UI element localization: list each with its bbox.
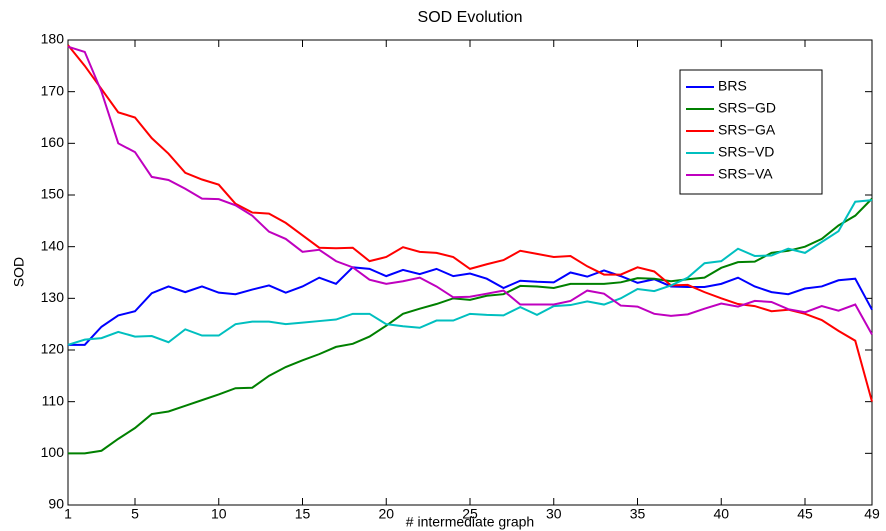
y-tick-label: 140	[41, 237, 65, 253]
x-tick-label: 49	[864, 506, 880, 522]
x-tick-label: 5	[131, 506, 139, 522]
x-tick-label: 45	[797, 506, 813, 522]
y-tick-label: 90	[48, 496, 64, 512]
y-tick-label: 170	[41, 82, 65, 98]
x-tick-label: 1	[64, 506, 72, 522]
y-tick-label: 110	[42, 392, 65, 408]
x-tick-label: 15	[295, 506, 311, 522]
series-line	[68, 266, 873, 346]
chart-title: SOD Evolution	[418, 9, 523, 26]
x-tick-label: 30	[546, 506, 562, 522]
x-tick-label: 35	[630, 506, 646, 522]
series-line	[67, 199, 873, 346]
x-axis-label: # intermediate graph	[406, 514, 534, 530]
y-tick-label: 100	[41, 444, 65, 460]
y-tick-label: 150	[41, 186, 65, 202]
x-tick-label: 20	[378, 506, 394, 522]
y-tick-label: 180	[41, 31, 65, 47]
x-tick-label: 25	[462, 506, 478, 522]
legend-label: SRS−GD	[718, 100, 776, 116]
legend-label: BRS	[718, 78, 747, 94]
series-line	[67, 45, 873, 335]
x-tick-label: 10	[211, 506, 227, 522]
y-tick-label: 120	[41, 341, 65, 357]
legend-label: SRS−GA	[718, 122, 776, 138]
y-axis-label: SOD	[11, 257, 27, 287]
legend-label: SRS−VA	[718, 166, 773, 182]
series-line	[67, 44, 873, 402]
legend-label: SRS−VD	[718, 144, 774, 160]
series-line	[68, 197, 873, 455]
x-tick-label: 40	[713, 506, 729, 522]
y-tick-label: 130	[41, 289, 65, 305]
y-tick-label: 160	[41, 134, 65, 150]
